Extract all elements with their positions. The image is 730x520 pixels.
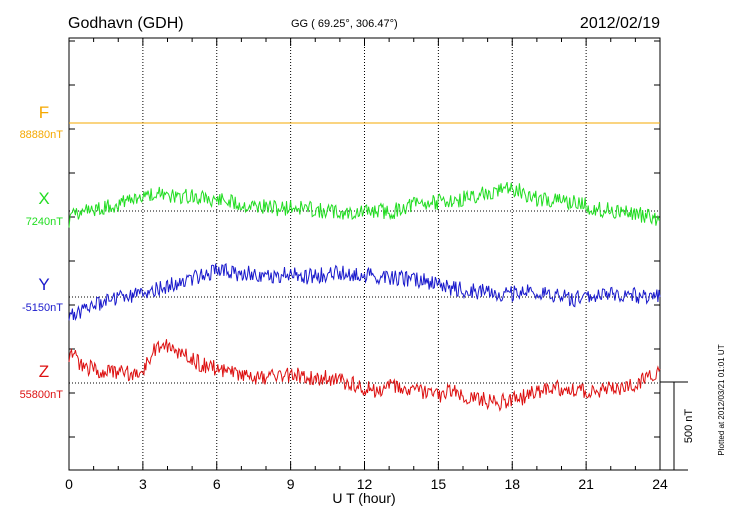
series-name-z: Z [39, 362, 49, 381]
trace-z [68, 339, 661, 412]
x-tick-label: 21 [578, 476, 594, 492]
scale-bar-label: 500 nT [683, 409, 695, 444]
x-axis-label: U T (hour) [332, 490, 395, 506]
series-labels: F 88880nT X 7240nT Y -5150nT Z 55800nT [20, 103, 64, 401]
series-name-x: X [38, 189, 49, 208]
x-tick-label: 24 [652, 476, 668, 492]
series-baseline-f: 88880nT [20, 129, 64, 141]
axis-ticks [68, 38, 661, 470]
grid-lines [69, 38, 660, 470]
station-title: Godhavn (GDH) [68, 15, 184, 32]
x-tick-label: 3 [139, 476, 147, 492]
trace-x [68, 181, 661, 228]
series-name-y: Y [38, 275, 49, 294]
plot-date: 2012/02/19 [580, 15, 660, 32]
station-coordinates: GG ( 69.25°, 306.47°) [291, 18, 398, 30]
trace-y [68, 262, 661, 322]
data-traces [68, 122, 661, 412]
x-tick-label: 0 [65, 476, 73, 492]
plotted-at-note: Plotted at 2012/03/21 01:01 UT [717, 344, 726, 455]
series-baseline-x: 7240nT [26, 216, 64, 228]
series-name-f: F [39, 103, 49, 122]
series-baseline-y: -5150nT [22, 302, 63, 314]
x-tick-label: 12 [357, 476, 373, 492]
x-tick-labels: 0 3 6 9 12 15 18 21 24 [65, 476, 668, 492]
series-baseline-z: 55800nT [20, 389, 64, 401]
x-tick-label: 15 [431, 476, 447, 492]
x-tick-label: 6 [213, 476, 221, 492]
x-tick-label: 18 [504, 476, 520, 492]
scale-bar: 500 nT [660, 381, 695, 471]
x-tick-label: 9 [287, 476, 295, 492]
